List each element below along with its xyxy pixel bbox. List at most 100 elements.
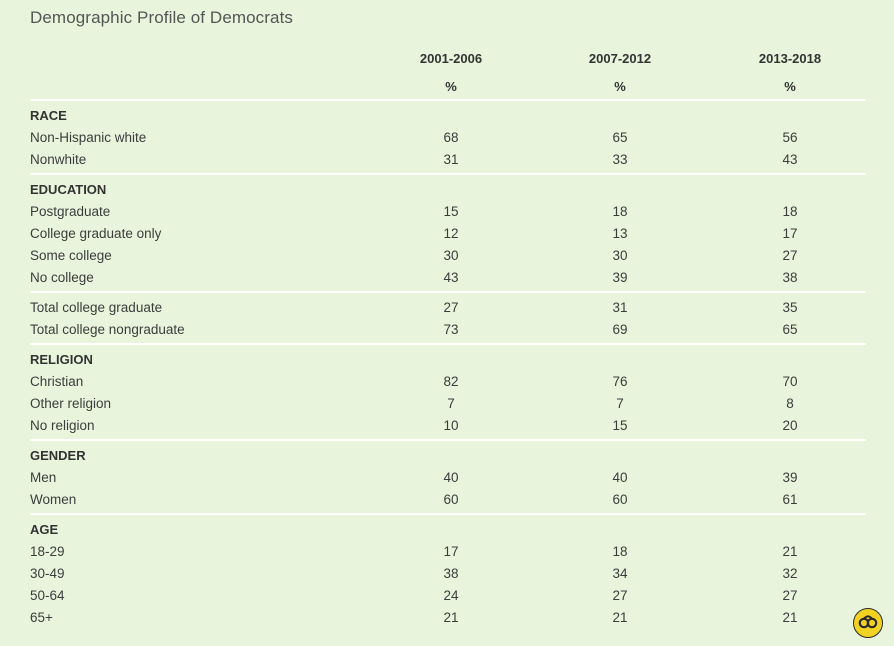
table-cell: 69 bbox=[612, 322, 628, 337]
table-cell: 27 bbox=[782, 248, 798, 263]
column-header-2: 2007-2012 bbox=[588, 51, 652, 66]
table-row: Women 60 60 61 bbox=[0, 489, 894, 511]
table-row: Total college nongraduate 73 69 65 bbox=[0, 319, 894, 341]
section-heading: AGE bbox=[30, 522, 59, 537]
table-row: Christian 82 76 70 bbox=[0, 371, 894, 393]
section-divider bbox=[30, 343, 866, 345]
table-cell: 60 bbox=[612, 492, 628, 507]
table-row: Some college 30 30 27 bbox=[0, 245, 894, 267]
table-cell: 13 bbox=[612, 226, 628, 241]
table-cell: 39 bbox=[612, 270, 628, 285]
row-label: Postgraduate bbox=[30, 204, 111, 219]
row-label: Nonwhite bbox=[30, 152, 87, 167]
table-row: No college 43 39 38 bbox=[0, 267, 894, 289]
section-divider bbox=[30, 513, 866, 515]
column-header-1: 2001-2006 bbox=[419, 51, 483, 66]
row-label: Some college bbox=[30, 248, 112, 263]
table-row: Non-Hispanic white 68 65 56 bbox=[0, 127, 894, 149]
table-cell: 76 bbox=[612, 374, 628, 389]
row-label: Men bbox=[30, 470, 57, 485]
table-cell: 17 bbox=[443, 544, 459, 559]
table-cell: 70 bbox=[782, 374, 798, 389]
table-cell: 38 bbox=[443, 566, 459, 581]
table-row: College graduate only 12 13 17 bbox=[0, 223, 894, 245]
table-cell: 27 bbox=[612, 588, 628, 603]
table-cell: 7 bbox=[447, 396, 455, 411]
table-cell: 31 bbox=[443, 152, 459, 167]
table-cell: 18 bbox=[612, 204, 628, 219]
row-label: 65+ bbox=[30, 610, 53, 625]
table-cell: 27 bbox=[443, 300, 459, 315]
section-heading: RELIGION bbox=[30, 352, 93, 367]
table-cell: 20 bbox=[782, 418, 798, 433]
column-header-3: 2013-2018 bbox=[758, 51, 822, 66]
table-cell: 7 bbox=[616, 396, 624, 411]
table-cell: 17 bbox=[782, 226, 798, 241]
gallup-logo-icon bbox=[853, 608, 883, 638]
unit-label-3: % bbox=[784, 79, 796, 94]
section-divider bbox=[30, 173, 866, 175]
table-row: Men 40 40 39 bbox=[0, 467, 894, 489]
row-label: 18-29 bbox=[30, 544, 65, 559]
table-row: 30-49 38 34 32 bbox=[0, 563, 894, 585]
header-divider bbox=[30, 99, 866, 101]
row-label: No college bbox=[30, 270, 94, 285]
table-cell: 21 bbox=[782, 544, 798, 559]
table-row: Nonwhite 31 33 43 bbox=[0, 149, 894, 171]
unit-label-1: % bbox=[445, 79, 457, 94]
row-label: 30-49 bbox=[30, 566, 65, 581]
table-cell: 15 bbox=[612, 418, 628, 433]
table-title: Demographic Profile of Democrats bbox=[30, 8, 294, 27]
table-cell: 21 bbox=[612, 610, 628, 625]
table-row: Postgraduate 15 18 18 bbox=[0, 201, 894, 223]
table-cell: 27 bbox=[782, 588, 798, 603]
table-cell: 60 bbox=[443, 492, 459, 507]
table-cell: 43 bbox=[443, 270, 459, 285]
section-heading: GENDER bbox=[30, 448, 86, 463]
table-row: 50-64 24 27 27 bbox=[0, 585, 894, 607]
table-cell: 12 bbox=[443, 226, 459, 241]
section-heading: RACE bbox=[30, 108, 67, 123]
table-cell: 40 bbox=[612, 470, 628, 485]
section-heading: EDUCATION bbox=[30, 182, 107, 197]
table-cell: 31 bbox=[612, 300, 628, 315]
table-cell: 24 bbox=[443, 588, 459, 603]
table-cell: 21 bbox=[782, 610, 798, 625]
section-divider bbox=[30, 439, 866, 441]
row-label: No religion bbox=[30, 418, 95, 433]
table-cell: 82 bbox=[443, 374, 459, 389]
table-cell: 15 bbox=[443, 204, 459, 219]
row-label: Women bbox=[30, 492, 77, 507]
table-cell: 38 bbox=[782, 270, 798, 285]
table-cell: 43 bbox=[782, 152, 798, 167]
section-heading-row: RELIGION bbox=[0, 349, 894, 371]
row-label: Total college nongraduate bbox=[30, 322, 185, 337]
table-cell: 21 bbox=[443, 610, 459, 625]
table-cell: 40 bbox=[443, 470, 459, 485]
row-label: Other religion bbox=[30, 396, 112, 411]
row-label: Total college graduate bbox=[30, 300, 163, 315]
table-cell: 8 bbox=[786, 396, 794, 411]
table-row: Total college graduate 27 31 35 bbox=[0, 297, 894, 319]
table-cell: 18 bbox=[612, 544, 628, 559]
table-cell: 61 bbox=[782, 492, 798, 507]
table-cell: 30 bbox=[443, 248, 459, 263]
table-cell: 34 bbox=[612, 566, 628, 581]
table-cell: 33 bbox=[612, 152, 628, 167]
section-divider bbox=[30, 291, 866, 293]
section-heading-row: EDUCATION bbox=[0, 179, 894, 201]
table-cell: 73 bbox=[443, 322, 459, 337]
table-cell: 10 bbox=[443, 418, 459, 433]
table-cell: 39 bbox=[782, 470, 798, 485]
table-row: Other religion 7 7 8 bbox=[0, 393, 894, 415]
table-cell: 68 bbox=[443, 130, 459, 145]
row-label: College graduate only bbox=[30, 226, 162, 241]
table-cell: 65 bbox=[612, 130, 628, 145]
table-row: 65+ 21 21 21 bbox=[0, 607, 894, 629]
table-cell: 35 bbox=[782, 300, 798, 315]
table-cell: 30 bbox=[612, 248, 628, 263]
unit-label-2: % bbox=[614, 79, 626, 94]
table-cell: 32 bbox=[782, 566, 798, 581]
section-heading-row: RACE bbox=[0, 105, 894, 127]
section-heading-row: AGE bbox=[0, 519, 894, 541]
